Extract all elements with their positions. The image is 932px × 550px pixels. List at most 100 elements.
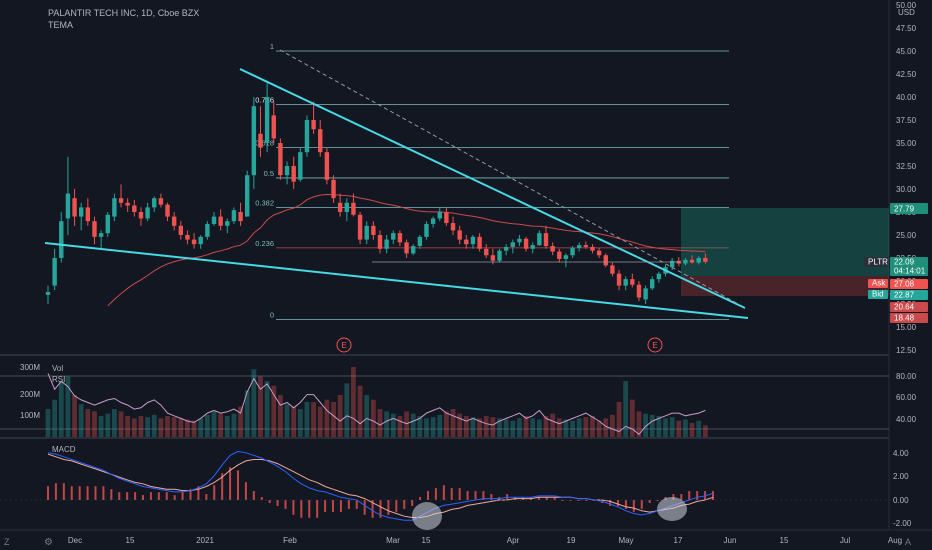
settings-gear-icon[interactable]: ⚙	[44, 537, 53, 548]
candle-body[interactable]	[497, 250, 502, 261]
macd-histogram-bar[interactable]	[656, 500, 659, 501]
volume-bar[interactable]	[517, 418, 522, 437]
candle-body[interactable]	[278, 143, 283, 176]
candle-body[interactable]	[377, 235, 383, 249]
price-tag-text[interactable]: 27.79	[894, 205, 915, 214]
macd-histogram-bar[interactable]	[474, 491, 477, 500]
candle-body[interactable]	[517, 238, 522, 243]
earnings-marker[interactable]	[647, 337, 663, 353]
candle-body[interactable]	[484, 248, 489, 256]
time-tick-label[interactable]: Mar	[386, 536, 400, 545]
candle-body[interactable]	[550, 246, 555, 252]
macd-histogram-bar[interactable]	[482, 491, 485, 500]
rsi-tick-label[interactable]: 80.00	[896, 372, 917, 381]
macd-histogram-bar[interactable]	[458, 488, 461, 500]
volume-bar[interactable]	[351, 367, 356, 437]
upper-trendline[interactable]	[239, 68, 746, 309]
candle-body[interactable]	[689, 259, 695, 263]
candle-body[interactable]	[138, 212, 144, 219]
candle-body[interactable]	[112, 198, 117, 217]
macd-histogram-bar[interactable]	[94, 486, 97, 500]
macd-histogram-bar[interactable]	[142, 495, 144, 500]
macd-histogram-bar[interactable]	[450, 488, 453, 500]
profit-zone[interactable]	[681, 208, 889, 276]
volume-bar[interactable]	[576, 418, 582, 437]
volume-bar[interactable]	[198, 418, 204, 437]
macd-histogram-bar[interactable]	[165, 492, 168, 500]
macd-histogram-bar[interactable]	[284, 500, 287, 509]
earnings-marker[interactable]	[336, 337, 352, 353]
macd-histogram-bar[interactable]	[553, 497, 556, 500]
candle-body[interactable]	[298, 152, 303, 180]
highlight-circle[interactable]	[657, 497, 687, 521]
volume-tick-label[interactable]: 200M	[20, 390, 40, 399]
macd-histogram-bar[interactable]	[419, 497, 422, 500]
volume-bar[interactable]	[72, 395, 77, 437]
candle-body[interactable]	[205, 223, 210, 237]
time-tick-label[interactable]: 15	[780, 536, 789, 545]
macd-histogram-bar[interactable]	[585, 500, 588, 501]
price-tag-ask[interactable]	[890, 279, 928, 289]
log-scale-toggle-icon[interactable]: Z	[4, 537, 10, 547]
volume-bar[interactable]	[131, 418, 137, 437]
candle-body[interactable]	[304, 120, 310, 153]
volume-bar[interactable]	[570, 420, 575, 437]
volume-bar[interactable]	[636, 411, 642, 437]
price-tag-text[interactable]: 27.08	[894, 280, 915, 289]
highlight-circle[interactable]	[412, 502, 442, 530]
candle-body[interactable]	[344, 202, 349, 212]
macd-histogram-bar[interactable]	[197, 486, 200, 500]
price-tick-label[interactable]: 50.00	[896, 1, 917, 10]
macd-histogram-bar[interactable]	[617, 500, 619, 506]
volume-bar[interactable]	[58, 381, 64, 437]
macd-histogram-bar[interactable]	[78, 486, 81, 500]
macd-histogram-bar[interactable]	[577, 500, 580, 501]
candle-body[interactable]	[324, 152, 330, 180]
volume-bar[interactable]	[151, 414, 157, 437]
candle-body[interactable]	[178, 225, 183, 235]
volume-bar[interactable]	[463, 416, 469, 437]
time-axis[interactable]: Dec 15 2021 Feb Mar 15 Apr 19 May 17 Jun 15 Jul Aug	[68, 536, 902, 545]
volume-bar[interactable]	[676, 420, 682, 437]
volume-bar[interactable]	[610, 414, 615, 437]
volume-bar[interactable]	[430, 417, 436, 437]
macd-tick-label[interactable]: 4.00	[893, 449, 909, 458]
macd-histogram-bar[interactable]	[173, 495, 176, 500]
volume-bar[interactable]	[204, 414, 210, 437]
candle-body[interactable]	[417, 236, 423, 247]
candle-body[interactable]	[596, 250, 602, 256]
macd-tick-label[interactable]: 0.00	[893, 496, 909, 505]
candle-body[interactable]	[85, 207, 91, 222]
earnings-marker-label[interactable]: E	[652, 341, 657, 350]
candle-body[interactable]	[251, 106, 257, 176]
macd-histogram-bar[interactable]	[149, 492, 152, 500]
volume-tick-label[interactable]: 100M	[20, 411, 40, 420]
price-tag-pltr-tag[interactable]	[864, 257, 888, 267]
trendlines[interactable]	[44, 49, 749, 319]
volume-bar[interactable]	[284, 404, 290, 437]
candle-body[interactable]	[165, 204, 170, 217]
candle-body[interactable]	[703, 258, 708, 262]
macd-tick-label[interactable]: -2.00	[893, 519, 912, 528]
volume-bar[interactable]	[490, 417, 496, 437]
candle-body[interactable]	[331, 179, 336, 199]
candle-body[interactable]	[291, 166, 296, 182]
macd-histogram-bar[interactable]	[640, 500, 643, 509]
candle-body[interactable]	[105, 214, 110, 234]
macd-histogram-bar[interactable]	[490, 494, 493, 500]
candle-body[interactable]	[357, 214, 363, 240]
candle-body[interactable]	[616, 273, 622, 286]
volume-bar[interactable]	[105, 413, 111, 437]
price-tick-label[interactable]: 15.00	[896, 323, 917, 332]
macd-histogram-bar[interactable]	[181, 492, 184, 500]
volume-bar[interactable]	[649, 414, 655, 437]
macd-indicator[interactable]	[0, 450, 889, 521]
volume-bar[interactable]	[623, 381, 629, 437]
candle-body[interactable]	[59, 221, 64, 258]
macd-histogram-bar[interactable]	[237, 470, 239, 500]
macd-histogram-bar[interactable]	[102, 486, 105, 500]
tema-line[interactable]	[107, 193, 706, 307]
volume-bar[interactable]	[696, 420, 702, 437]
